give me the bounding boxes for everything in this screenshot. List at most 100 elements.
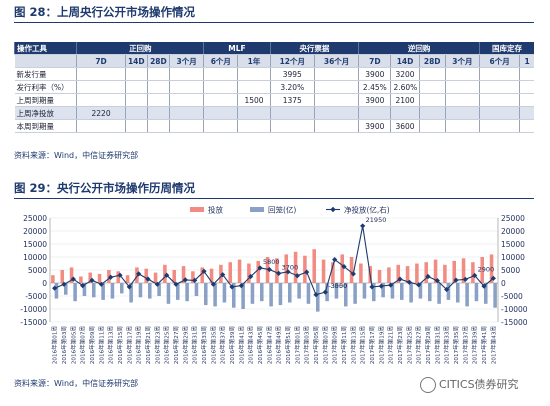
data-label: 21950 — [366, 216, 387, 224]
table-group-header: 国库定存 — [479, 42, 534, 55]
x-tick-label: 2016年第35周 — [209, 326, 217, 364]
table-cell — [203, 93, 238, 107]
injection-bar — [79, 276, 83, 283]
table-cell — [203, 67, 238, 81]
table-cell: 新发行量 — [14, 67, 77, 81]
withdrawal-bar — [344, 283, 348, 307]
table-cell — [444, 93, 480, 107]
withdrawal-bar — [288, 283, 292, 303]
withdrawal-bar — [194, 283, 199, 296]
injection-bar — [461, 258, 466, 283]
withdrawal-bar — [110, 283, 115, 299]
table-group-header: 操作工具 — [13, 42, 77, 55]
x-tick-label: 2016年第07周 — [79, 326, 87, 364]
table-cell — [444, 80, 480, 94]
x-tick-label: 2016年第03周 — [60, 326, 68, 364]
x-tick-label: 2017年第09周 — [331, 326, 339, 364]
x-tick-label: 2017年第35周 — [452, 326, 460, 364]
injection-bar — [377, 270, 382, 283]
table-cell — [444, 67, 480, 81]
legend-label: 回笼(亿) — [268, 205, 296, 215]
y-right-tick-label: 5000 — [501, 266, 520, 275]
withdrawal-bar — [437, 283, 441, 304]
x-tick-label: 2016年第37周 — [219, 326, 227, 364]
table-cell — [444, 106, 480, 120]
table-cell — [479, 80, 520, 94]
y-left-tick-label: 15000 — [23, 240, 47, 249]
table-cell — [269, 119, 315, 133]
net-injection-point — [341, 264, 347, 270]
y-left-tick-label: 0 — [42, 279, 47, 288]
table-cell — [313, 106, 359, 120]
y-right-tick-label: 20000 — [501, 227, 525, 236]
injection-bar — [331, 262, 335, 283]
withdrawal-bar — [353, 283, 357, 304]
net-injection-point — [425, 273, 431, 280]
table-tenor-header: 3个月 — [444, 54, 480, 68]
injection-bar — [181, 266, 186, 283]
withdrawal-bar — [493, 283, 497, 308]
x-tick-label: 2017年第01周 — [293, 326, 301, 364]
x-tick-label: 2017年第25周 — [405, 326, 413, 364]
net-injection-point — [360, 223, 366, 229]
table-cell — [313, 93, 359, 107]
y-left-tick-label: 25000 — [23, 214, 47, 223]
injection-bar — [312, 249, 316, 283]
y-right-tick-label: -15000 — [501, 318, 528, 327]
injection-bar — [191, 271, 195, 283]
x-tick-label: 2017年第33周 — [443, 326, 451, 364]
withdrawal-bar — [92, 283, 96, 298]
injection-bar — [489, 254, 494, 283]
injection-bar — [69, 267, 74, 283]
table-row: 上周到期量 1500 1375 3900 2100 — [14, 93, 534, 107]
injection-bar — [321, 259, 326, 283]
table-header-group-row: 操作工具 正回购 MLF 央行票据 逆回购 国库定存 — [13, 42, 534, 55]
table-cell — [390, 106, 420, 120]
x-tick-label: 2017年第07周 — [321, 326, 329, 364]
legend-swatch — [190, 207, 204, 212]
injection-bar — [293, 251, 298, 283]
data-label: 2900 — [478, 265, 495, 273]
withdrawal-bar — [269, 283, 273, 307]
withdrawal-bar — [73, 283, 77, 302]
y-right-tick-label: 0 — [501, 279, 506, 288]
x-tick-label: 2016年第19周 — [135, 326, 143, 364]
y-right-tick-label: -10000 — [501, 305, 528, 314]
withdrawal-bar — [381, 283, 385, 298]
x-tick-label: 2017年第27周 — [415, 326, 423, 364]
y-left-tick-label: 5000 — [28, 266, 47, 275]
table-cell — [237, 106, 271, 120]
table-cell: 3995 — [269, 67, 315, 81]
injection-bar — [452, 260, 456, 283]
x-tick-label: 2016年第41周 — [237, 326, 245, 364]
x-tick-label: 2017年第21周 — [387, 326, 395, 364]
net-injection-point — [257, 265, 263, 271]
fig28-rule — [14, 22, 534, 23]
x-tick-label: 2016年第27周 — [172, 326, 180, 364]
net-injection-point — [276, 270, 282, 276]
withdrawal-bar — [222, 283, 227, 303]
x-tick-label: 2016年第33周 — [200, 326, 208, 364]
x-tick-label: 2017年第03周 — [303, 326, 311, 364]
withdrawal-bar — [54, 283, 59, 299]
legend-label: 投放 — [208, 205, 223, 215]
withdrawal-bar — [409, 283, 413, 303]
data-label: -3000 — [328, 282, 347, 290]
net-injection-point — [378, 283, 384, 289]
fig29-title: 图 29：央行公开市场操作历周情况 — [14, 181, 196, 195]
table-tenor-header: 1 — [519, 54, 534, 68]
data-label: 3700 — [282, 263, 299, 271]
table-group-header: 央行票据 — [269, 42, 359, 55]
withdrawal-bar — [166, 283, 171, 304]
table-cell: 3600 — [390, 119, 420, 133]
withdrawal-bar — [297, 283, 301, 299]
table-tenor-header: 14D — [124, 54, 148, 68]
table-cell — [418, 67, 446, 81]
net-injection-point — [182, 277, 188, 283]
table-tenor-row: 7D 14D 28D 3个月 6个月 1年 12个月 36个月 7D 14D 28D 3个月 6个月 1 — [14, 54, 534, 68]
table-cell — [519, 119, 534, 133]
x-tick-label: 2016年第17周 — [125, 326, 133, 364]
withdrawal-bar — [306, 283, 311, 304]
y-left-tick-label: 20000 — [23, 227, 47, 236]
table-tenor-header: 3个月 — [168, 54, 204, 68]
